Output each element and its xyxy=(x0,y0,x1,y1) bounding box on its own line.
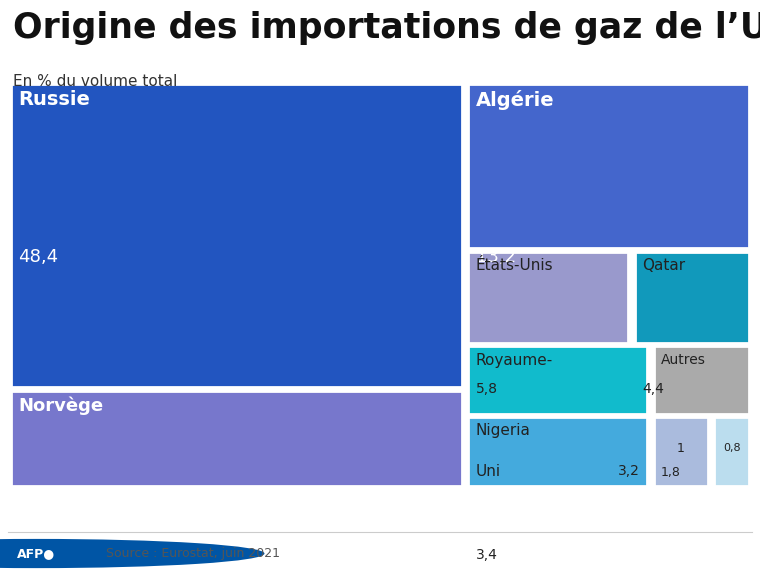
Text: 5,8: 5,8 xyxy=(476,382,498,396)
Text: 3,4: 3,4 xyxy=(476,548,498,562)
Text: Algérie: Algérie xyxy=(476,90,554,110)
Circle shape xyxy=(0,539,264,568)
Text: États-Unis: États-Unis xyxy=(476,258,553,273)
Bar xyxy=(11,84,461,387)
Text: 1: 1 xyxy=(677,442,685,455)
Text: Trinité-et-Tobago: Trinité-et-Tobago xyxy=(0,572,1,573)
Text: Russie: Russie xyxy=(18,90,90,109)
Bar xyxy=(654,417,708,486)
Bar xyxy=(635,252,749,343)
Text: Qatar: Qatar xyxy=(643,258,686,273)
Bar xyxy=(468,417,647,486)
Text: Origine des importations de gaz de l’UE: Origine des importations de gaz de l’UE xyxy=(13,11,760,45)
Bar xyxy=(654,347,749,414)
Text: 48,4: 48,4 xyxy=(18,248,59,266)
Bar xyxy=(468,347,647,414)
Bar xyxy=(468,252,629,343)
Text: Libye: Libye xyxy=(0,572,1,573)
Text: 3,2: 3,2 xyxy=(618,464,640,478)
Text: Source : Eurostat, juin 2021: Source : Eurostat, juin 2021 xyxy=(106,547,280,560)
Text: 0,8: 0,8 xyxy=(723,444,740,453)
Text: 18: 18 xyxy=(18,544,40,562)
Text: Nigeria: Nigeria xyxy=(476,423,530,438)
Text: 13,2: 13,2 xyxy=(476,248,516,266)
Bar xyxy=(11,391,461,486)
Text: Uni: Uni xyxy=(476,464,501,478)
Text: 1,8: 1,8 xyxy=(661,466,681,478)
Text: En % du volume total: En % du volume total xyxy=(13,74,177,89)
Bar xyxy=(468,84,749,248)
Text: Autres: Autres xyxy=(661,352,706,367)
Text: AFP●: AFP● xyxy=(17,547,55,560)
Text: 4,4: 4,4 xyxy=(643,382,664,396)
Text: Royaume-: Royaume- xyxy=(476,352,553,367)
Bar xyxy=(714,417,749,486)
Text: Norvège: Norvège xyxy=(18,397,103,415)
